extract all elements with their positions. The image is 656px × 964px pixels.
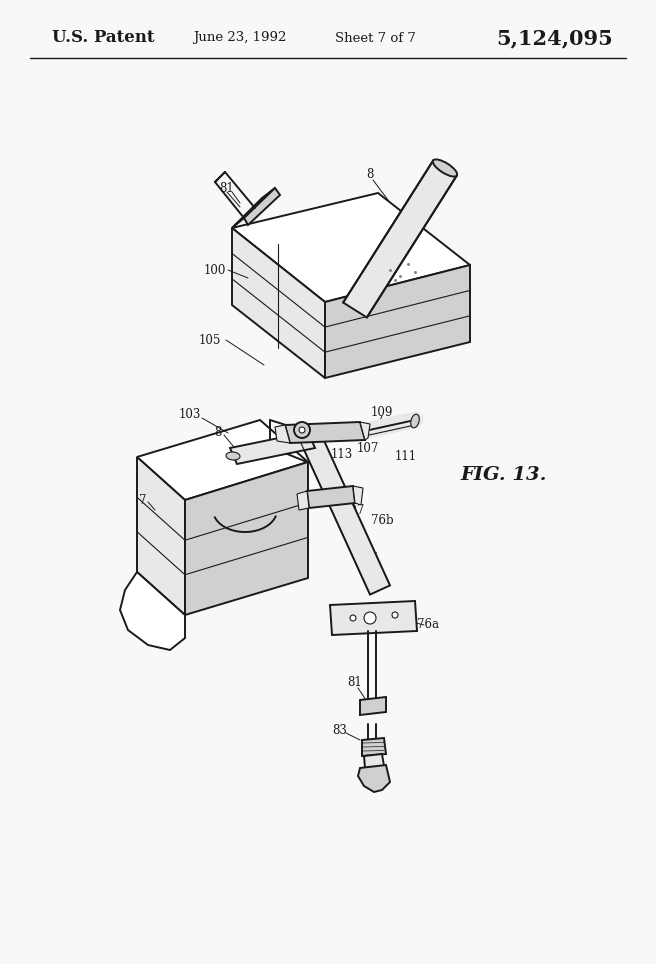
- Text: June 23, 1992: June 23, 1992: [194, 32, 287, 44]
- Text: U.S. Patent: U.S. Patent: [52, 30, 155, 46]
- Text: 76a: 76a: [417, 619, 439, 631]
- Text: 107: 107: [357, 442, 379, 454]
- Ellipse shape: [226, 452, 240, 460]
- Polygon shape: [185, 462, 308, 615]
- Polygon shape: [360, 697, 386, 715]
- Text: FIG. 13.: FIG. 13.: [460, 466, 546, 484]
- Text: 113: 113: [331, 448, 353, 462]
- Text: 103: 103: [179, 409, 201, 421]
- Text: 8: 8: [215, 425, 222, 439]
- Circle shape: [364, 612, 376, 624]
- Polygon shape: [232, 193, 470, 302]
- Polygon shape: [230, 432, 315, 464]
- Text: 100: 100: [204, 263, 226, 277]
- Text: 8: 8: [366, 169, 374, 181]
- Polygon shape: [137, 420, 308, 500]
- Ellipse shape: [433, 159, 457, 176]
- Text: 105: 105: [199, 334, 221, 346]
- Polygon shape: [232, 228, 325, 378]
- Circle shape: [392, 612, 398, 618]
- Text: 7: 7: [139, 494, 147, 506]
- Circle shape: [350, 615, 356, 621]
- Text: 76b: 76b: [371, 514, 394, 526]
- Text: 81: 81: [348, 677, 362, 689]
- Polygon shape: [232, 188, 275, 228]
- Polygon shape: [343, 161, 457, 317]
- Ellipse shape: [411, 415, 419, 428]
- Text: 107: 107: [343, 503, 365, 517]
- Polygon shape: [360, 422, 370, 440]
- Polygon shape: [330, 601, 417, 635]
- Polygon shape: [353, 486, 363, 505]
- Polygon shape: [297, 491, 309, 510]
- Text: 81: 81: [220, 181, 234, 195]
- Polygon shape: [362, 738, 386, 756]
- Polygon shape: [358, 765, 390, 792]
- Text: 5,124,095: 5,124,095: [497, 28, 613, 48]
- Polygon shape: [325, 265, 470, 378]
- Polygon shape: [244, 188, 280, 225]
- Text: 109: 109: [371, 406, 393, 418]
- Polygon shape: [364, 754, 384, 768]
- Text: 83: 83: [333, 724, 348, 736]
- Text: Sheet 7 of 7: Sheet 7 of 7: [335, 32, 415, 44]
- Text: 111: 111: [395, 450, 417, 464]
- Polygon shape: [275, 425, 290, 443]
- Polygon shape: [298, 427, 390, 595]
- Polygon shape: [137, 457, 185, 615]
- Text: 76: 76: [363, 551, 377, 565]
- Circle shape: [299, 427, 305, 433]
- Polygon shape: [307, 486, 355, 508]
- Polygon shape: [285, 422, 365, 443]
- Circle shape: [294, 422, 310, 438]
- Polygon shape: [120, 572, 185, 650]
